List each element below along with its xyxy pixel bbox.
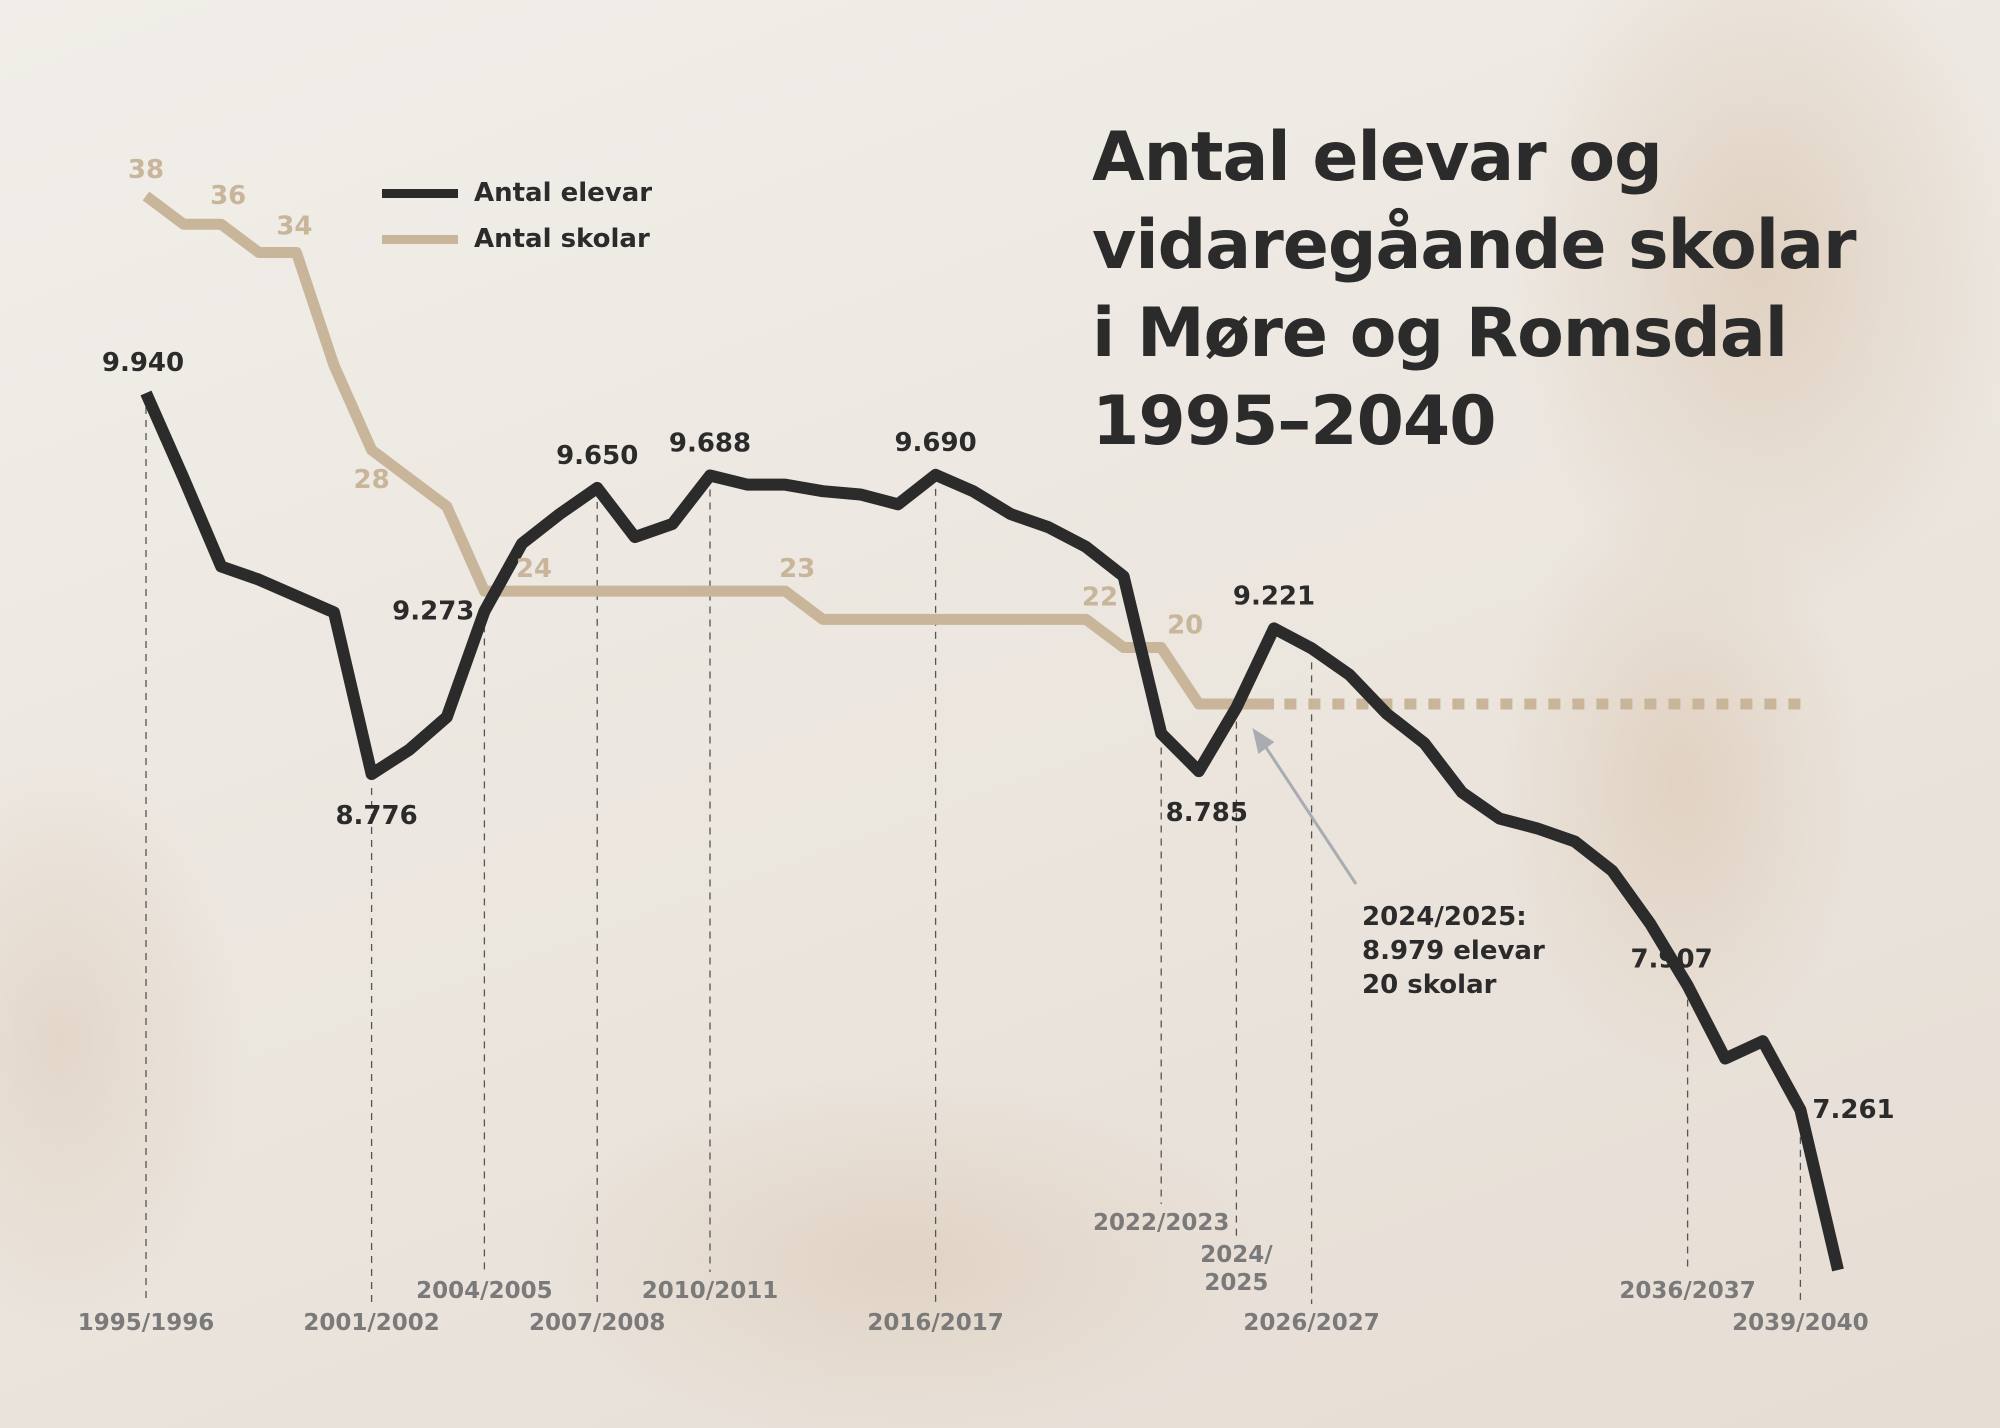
students-value-label: 9.221: [1233, 581, 1315, 611]
annotation-line: 2024/2025:: [1362, 902, 1527, 932]
annotation-line: 8.979 elevar: [1362, 936, 1545, 966]
schools-value-label: 36: [210, 181, 246, 211]
schools-value-label: 24: [516, 554, 552, 584]
legend-swatch-students: [382, 188, 458, 198]
schools-value-label: 34: [276, 211, 312, 241]
students-value-label: 9.688: [669, 428, 751, 458]
year-label: 2022/2023: [1093, 1210, 1229, 1236]
year-label: 1995/1996: [78, 1310, 214, 1336]
legend-item-schools: Antal skolar: [382, 216, 652, 262]
year-label: 2001/2002: [303, 1310, 439, 1336]
students-value-label: 8.776: [335, 801, 417, 831]
students-value-label: 7.907: [1630, 945, 1712, 975]
students-value-label: 8.785: [1166, 798, 1248, 828]
year-label: 2016/2017: [867, 1310, 1003, 1336]
year-label: 2004/2005: [416, 1278, 552, 1304]
students-line: [140, 390, 1844, 1272]
schools-value-label: 20: [1167, 611, 1203, 641]
schools-value-label: 23: [779, 554, 815, 584]
legend-label: Antal skolar: [474, 224, 650, 254]
year-label: 2026/2027: [1243, 1310, 1379, 1336]
legend: Antal elevar Antal skolar: [382, 170, 652, 262]
annotation-line: 20 skolar: [1362, 970, 1497, 1000]
students-value-label: 7.261: [1812, 1095, 1894, 1125]
year-label: 2007/2008: [529, 1310, 665, 1336]
legend-swatch-schools: [382, 234, 458, 244]
title-line: 1995–2040: [1092, 382, 1497, 461]
title-line: vidaregåande skolar: [1092, 206, 1857, 285]
title-line: Antal elevar og: [1092, 118, 1663, 197]
schools-value-label: 28: [354, 465, 390, 495]
schools-value-label: 38: [128, 155, 164, 185]
year-label: 2036/2037: [1619, 1278, 1755, 1304]
year-label: 2024/2025: [1200, 1242, 1273, 1296]
annotation-arrow: [1261, 741, 1358, 885]
annotation-2024: 2024/2025: 8.979 elevar 20 skolar: [1362, 900, 1545, 1002]
year-label: 2039/2040: [1732, 1310, 1868, 1336]
title-line: i Møre og Romsdal: [1092, 294, 1788, 373]
chart-title: Antal elevar og vidaregåande skolar i Mø…: [1092, 114, 1972, 466]
students-value-label: 9.650: [556, 441, 638, 471]
legend-item-students: Antal elevar: [382, 170, 652, 216]
students-value-label: 9.690: [894, 428, 976, 458]
legend-label: Antal elevar: [474, 178, 653, 208]
schools-line: [142, 191, 1274, 710]
students-value-label: 9.940: [102, 348, 184, 378]
year-label: 2010/2011: [642, 1278, 778, 1304]
students-value-label: 9.273: [392, 596, 474, 626]
annotation-arrowhead: [1252, 728, 1275, 754]
schools-value-label: 22: [1082, 582, 1118, 612]
